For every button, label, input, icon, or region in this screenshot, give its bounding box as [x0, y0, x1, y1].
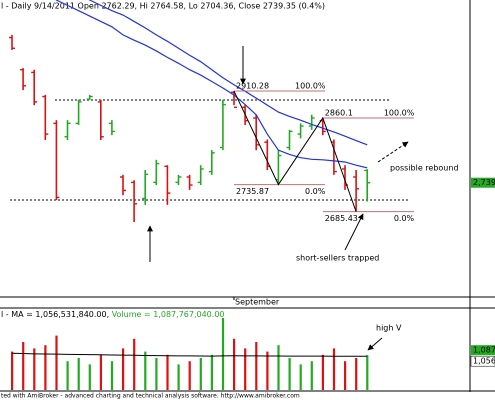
fib-label: 2685.43 — [325, 214, 358, 223]
fib-label: 2910.28 — [236, 82, 269, 91]
volume-bar — [255, 342, 258, 390]
volume-bar — [166, 354, 169, 390]
last-price-box — [471, 177, 495, 188]
volume-bar — [233, 338, 236, 390]
volume-bar — [344, 361, 347, 390]
volume-bar — [221, 318, 225, 390]
volume-bar — [210, 354, 213, 390]
volume-last-label: 1,056 — [473, 357, 495, 366]
volume-bar — [321, 354, 324, 390]
volume-bar — [332, 348, 336, 390]
volume-bar — [177, 364, 180, 390]
footer: ted with AmiBroker - advanced charting a… — [1, 393, 300, 400]
chart-title: l - Daily 9/14/2011 Open 2762.29, Hi 276… — [1, 2, 325, 11]
last-price-label: 2,739 — [473, 178, 495, 187]
fib-label: 100.0% — [295, 82, 326, 91]
volume-bar — [55, 335, 58, 390]
volume-bar — [133, 338, 136, 390]
annotation: short-sellers trapped — [296, 254, 379, 263]
volume-value-title: Volume = 1,087,767,040.00 — [112, 310, 225, 319]
volume-bar — [366, 355, 369, 390]
volume-bar — [288, 358, 291, 390]
volume-bar — [110, 361, 114, 390]
volume-bar — [310, 361, 313, 390]
volume-bar — [77, 358, 80, 390]
zigzag — [233, 90, 357, 212]
volume-bar — [355, 358, 358, 390]
arrow — [344, 213, 364, 251]
volume-bar — [44, 345, 47, 390]
volume-bar — [88, 364, 91, 390]
annotation: possible rebound — [390, 164, 459, 173]
volume-bar — [22, 342, 25, 390]
volume-bar — [199, 358, 202, 390]
volume-last-box — [470, 355, 495, 367]
fib-label: 0.0% — [394, 214, 415, 223]
volume-bar — [188, 361, 191, 390]
volume-bar — [244, 348, 247, 390]
x-tick-label: September — [235, 298, 280, 307]
price-plot — [9, 0, 371, 223]
arrow — [377, 141, 409, 163]
volume-bar — [99, 354, 102, 390]
moving-average — [55, 0, 368, 169]
volume-bar — [144, 351, 147, 390]
volume-last-box — [471, 345, 495, 356]
volume-last-label: 1,087 — [473, 346, 495, 355]
volume-bar — [299, 364, 302, 390]
fib-label: 0.0% — [305, 187, 326, 196]
volume-bar — [277, 345, 280, 390]
volume-bar — [11, 351, 14, 390]
moving-average — [88, 0, 368, 146]
volume-title: l - MA = 1,056,531,840.00, Volume = 1,08… — [1, 310, 225, 319]
volume-bar — [122, 348, 125, 390]
arrow — [367, 337, 383, 351]
annotation: high V — [376, 324, 402, 333]
fib-label: 2735.87 — [236, 187, 269, 196]
fib-label: 2860.1 — [325, 108, 353, 117]
fib-label: 100.0% — [384, 108, 415, 117]
volume-bar — [66, 361, 69, 390]
volume-ma-title: l - MA = 1,056,531,840.00, — [1, 310, 112, 319]
volume-bar — [33, 348, 36, 390]
volume-bar — [266, 351, 269, 390]
volume-ma — [11, 352, 368, 357]
volume-bar — [155, 358, 158, 390]
